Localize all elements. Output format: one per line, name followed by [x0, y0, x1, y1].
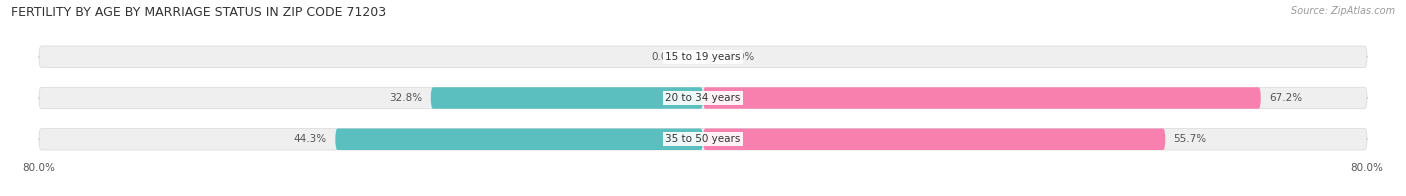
Text: 67.2%: 67.2% [1270, 93, 1302, 103]
Text: 32.8%: 32.8% [389, 93, 422, 103]
FancyBboxPatch shape [39, 87, 1367, 109]
Text: 0.0%: 0.0% [652, 52, 678, 62]
Text: 15 to 19 years: 15 to 19 years [665, 52, 741, 62]
Text: Source: ZipAtlas.com: Source: ZipAtlas.com [1291, 6, 1395, 16]
FancyBboxPatch shape [335, 129, 703, 150]
FancyBboxPatch shape [703, 87, 1261, 109]
Text: 55.7%: 55.7% [1174, 134, 1206, 144]
FancyBboxPatch shape [430, 87, 703, 109]
FancyBboxPatch shape [703, 129, 1166, 150]
FancyBboxPatch shape [39, 129, 1367, 150]
Text: 0.0%: 0.0% [728, 52, 754, 62]
Text: 44.3%: 44.3% [294, 134, 328, 144]
Text: 20 to 34 years: 20 to 34 years [665, 93, 741, 103]
Text: 35 to 50 years: 35 to 50 years [665, 134, 741, 144]
Text: FERTILITY BY AGE BY MARRIAGE STATUS IN ZIP CODE 71203: FERTILITY BY AGE BY MARRIAGE STATUS IN Z… [11, 6, 387, 19]
FancyBboxPatch shape [39, 46, 1367, 67]
